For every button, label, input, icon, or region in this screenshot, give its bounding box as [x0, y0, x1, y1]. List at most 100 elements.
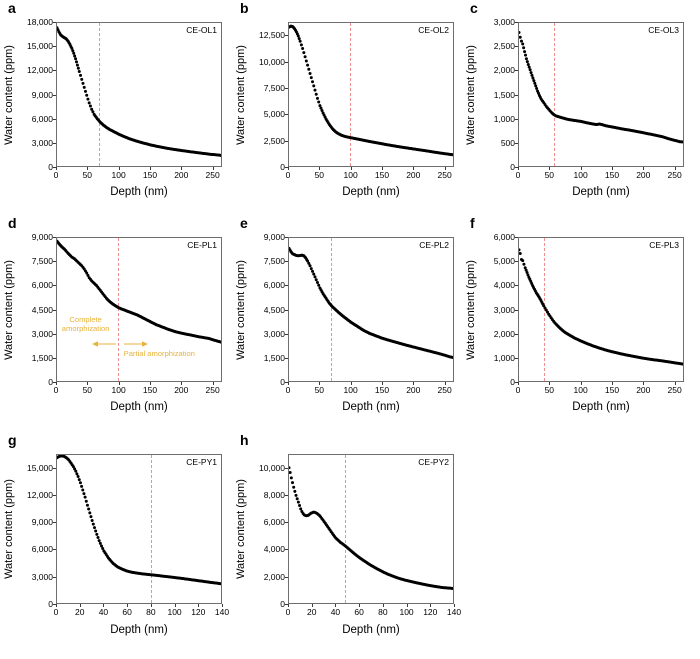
y-tick-mark	[285, 114, 288, 116]
x-tick-mark	[118, 382, 120, 385]
y-tick-label: 1,500	[493, 89, 515, 100]
x-tick-mark	[518, 382, 519, 385]
y-tick-label: 3,000	[263, 328, 285, 339]
x-tick-label: 200	[636, 385, 651, 395]
y-tick-mark	[285, 604, 288, 605]
x-axis-title: Depth (nm)	[342, 186, 400, 198]
y-tick-label: 3,000	[31, 571, 53, 582]
x-tick-label: 20	[306, 607, 317, 617]
y-tick-mark	[53, 118, 56, 120]
panel-b: b Water content (ppm) 0 2,500 5,000 7,500 10,0…	[232, 0, 465, 215]
y-tick-labels: 0 500 1,000 1,500 2,000 2,500 3,000	[462, 17, 515, 172]
y-tick-label: 6,000	[31, 280, 53, 291]
x-tick-mark	[611, 382, 613, 385]
x-tick-mark	[350, 382, 352, 385]
y-tick-label: 15,000	[27, 462, 53, 473]
x-tick-mark	[611, 167, 613, 170]
y-tick-label: 6,000	[31, 544, 53, 555]
x-tick-label: 200	[174, 385, 189, 395]
y-tick-mark	[515, 142, 518, 144]
y-tick-label: 4,500	[31, 304, 53, 315]
x-tick-label: 0	[53, 607, 59, 617]
y-tick-label: 2,000	[263, 571, 285, 582]
y-tick-label: 12,500	[259, 30, 285, 41]
y-tick-mark	[285, 237, 288, 238]
panel-a: a Water content (ppm) 0 3,000 6,000 9,000 12,0…	[0, 0, 233, 215]
y-tick-label: 2,500	[493, 41, 515, 52]
y-tick-marks	[232, 22, 292, 168]
y-tick-label: 0	[510, 162, 515, 172]
y-tick-label: 10,000	[259, 462, 285, 473]
x-tick-mark	[288, 167, 289, 170]
sample-label: CE-PL2	[419, 240, 449, 250]
panel-letter-b: b	[240, 0, 249, 16]
x-tick-mark	[382, 604, 384, 607]
x-axis-title: Depth (nm)	[572, 401, 630, 413]
y-tick-label: 2,000	[493, 328, 515, 339]
x-tick-mark	[319, 167, 321, 170]
x-tick-label: 150	[142, 385, 158, 395]
panel-e: e Water content (ppm) 0 1,500 3,000 4,500 6,00…	[232, 215, 465, 430]
annotation-complete-line2: amorphization	[61, 323, 110, 333]
x-tick-mark	[359, 604, 361, 607]
y-tick-label: 1,500	[263, 352, 285, 363]
y-tick-mark	[515, 94, 518, 96]
x-tick-mark	[288, 382, 289, 385]
data-series	[289, 246, 453, 359]
amorphization-boundary-line	[554, 23, 556, 166]
y-tick-mark	[53, 576, 56, 578]
y-tick-mark	[285, 309, 288, 311]
y-tick-mark	[515, 22, 518, 23]
x-tick-label: 150	[374, 385, 390, 395]
y-tick-label: 7,500	[31, 256, 53, 267]
x-tick-label: 0	[53, 385, 59, 395]
y-tick-mark	[53, 167, 56, 168]
y-tick-label: 6,000	[31, 113, 53, 124]
y-tick-label: 1,500	[31, 352, 53, 363]
y-tick-mark	[515, 167, 518, 168]
y-tick-label: 9,000	[31, 89, 53, 100]
x-tick-label: 100	[167, 607, 182, 617]
x-tick-label: 0	[285, 170, 291, 180]
x-tick-label: 100	[573, 170, 588, 180]
y-tick-mark	[53, 467, 56, 469]
y-tick-mark	[285, 87, 288, 89]
x-tick-mark	[580, 167, 582, 170]
y-tick-label: 500	[500, 137, 515, 148]
y-tick-mark	[53, 70, 56, 72]
x-tick-mark	[350, 167, 352, 170]
annotation-partial-amorphization: Partial amorphization	[123, 349, 195, 358]
y-tick-mark	[53, 522, 56, 524]
x-tick-mark	[149, 382, 151, 385]
y-tick-label: 7,500	[263, 82, 285, 93]
x-tick-mark	[413, 382, 415, 385]
x-tick-mark	[103, 604, 105, 607]
sample-label: CE-PL1	[187, 240, 217, 250]
y-tick-mark	[515, 237, 518, 238]
x-axis-title: Depth (nm)	[342, 624, 400, 636]
y-tick-label: 0	[48, 599, 53, 609]
y-tick-marks	[462, 237, 522, 383]
y-tick-mark	[285, 382, 288, 383]
y-tick-mark	[53, 549, 56, 551]
y-tick-mark	[53, 285, 56, 287]
data-series	[57, 239, 221, 344]
x-tick-label: 250	[205, 170, 220, 180]
y-tick-label: 4,000	[493, 280, 515, 291]
x-tick-mark	[198, 604, 200, 607]
panel-letter-h: h	[240, 432, 249, 448]
y-tick-mark	[285, 357, 288, 359]
x-tick-label: 150	[374, 170, 390, 180]
x-tick-label: 50	[544, 385, 555, 395]
y-tick-mark	[515, 70, 518, 72]
y-tick-label: 3,000	[31, 328, 53, 339]
y-tick-mark	[53, 142, 56, 144]
y-tick-marks	[232, 237, 292, 383]
x-tick-mark	[413, 167, 415, 170]
y-tick-label: 3,000	[493, 17, 515, 27]
x-tick-mark	[212, 382, 214, 385]
y-tick-labels: 0 3,000 6,000 9,000 12,000 15,000 18,000	[0, 17, 53, 172]
x-tick-mark	[335, 604, 337, 607]
x-tick-label: 80	[378, 607, 388, 617]
plot-area-f: CE-PL3	[518, 237, 684, 382]
